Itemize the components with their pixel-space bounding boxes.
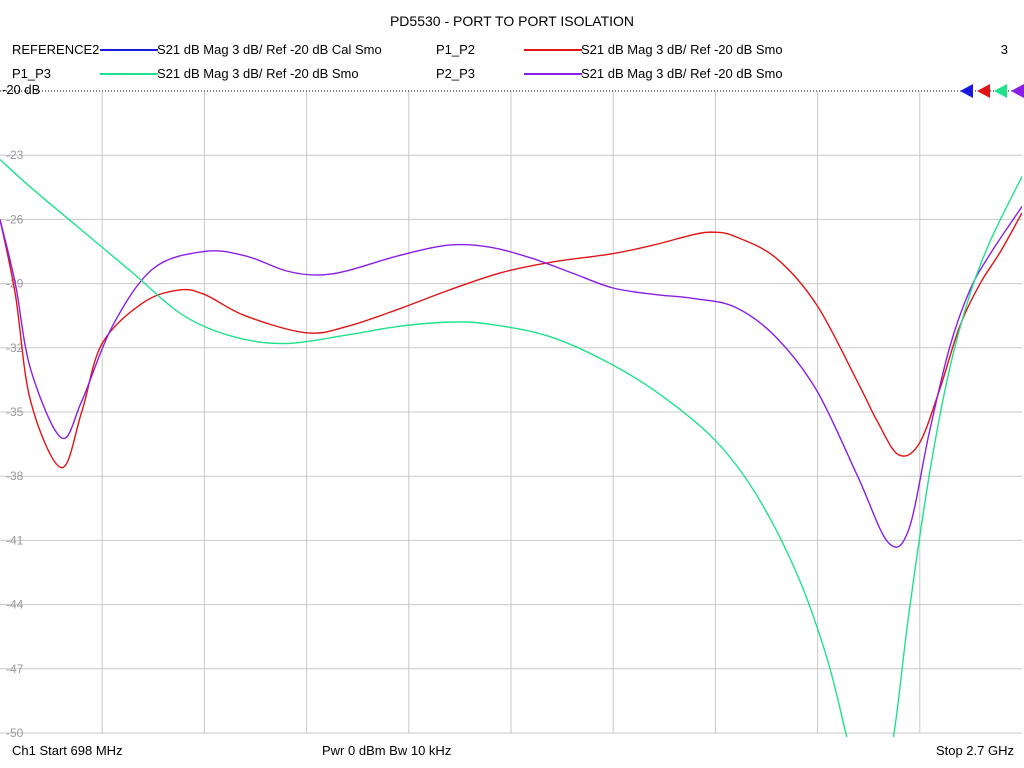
reference-markers	[960, 84, 1024, 98]
y-tick-label: -47	[6, 662, 24, 676]
footer-power-bandwidth: Pwr 0 dBm Bw 10 kHz	[322, 743, 452, 758]
legend-name: P1_P2	[436, 42, 476, 57]
y-tick-label: -41	[6, 533, 24, 547]
legend-description: S21 dB Mag 3 dB/ Ref -20 dB Smo	[157, 66, 359, 81]
y-tick-label: -23	[6, 148, 24, 162]
chart-title: PD5530 - PORT TO PORT ISOLATION	[389, 13, 635, 29]
y-tick-label: -32	[6, 341, 24, 355]
y-tick-label: -35	[6, 405, 24, 419]
grid-lines	[0, 90, 1022, 734]
channel-number: 3	[1000, 42, 1008, 57]
legend-line-swatch	[100, 73, 158, 75]
reference-marker-triangle	[1011, 84, 1024, 98]
reference-marker-triangle	[960, 84, 973, 98]
reference-marker-triangle	[994, 84, 1007, 98]
footer-stop: Stop 2.7 GHz	[935, 743, 1014, 758]
y-tick-label: -44	[6, 598, 24, 612]
reference-level-label: -20 dB	[2, 82, 41, 97]
legend-line-swatch	[524, 73, 582, 75]
reference-marker-triangle	[977, 84, 990, 98]
legend-description: S21 dB Mag 3 dB/ Ref -20 dB Smo	[581, 66, 783, 81]
trace-p1-p3	[0, 158, 1022, 737]
legend-description: S21 dB Mag 3 dB/ Ref -20 dB Smo	[581, 42, 783, 57]
footer-start: Ch1 Start 698 MHz	[12, 743, 123, 758]
y-tick-label: -38	[6, 469, 24, 483]
legend-description: S21 dB Mag 3 dB/ Ref -20 dB Cal Smo	[157, 42, 382, 57]
legend-line-swatch	[524, 49, 582, 51]
y-tick-label: -26	[6, 212, 24, 226]
legend-line-swatch	[100, 49, 158, 51]
legend-name: REFERENCE2	[12, 42, 100, 57]
legend-name: P2_P3	[436, 66, 476, 81]
traces	[0, 158, 1022, 737]
trace-p2-p3	[0, 206, 1022, 548]
legend-name: P1_P3	[12, 66, 52, 81]
trace-p1-p2	[0, 212, 1022, 469]
y-tick-label: -50	[6, 726, 24, 740]
y-axis-ticks: -23-26-29-32-35-38-41-44-47-50	[6, 148, 24, 740]
